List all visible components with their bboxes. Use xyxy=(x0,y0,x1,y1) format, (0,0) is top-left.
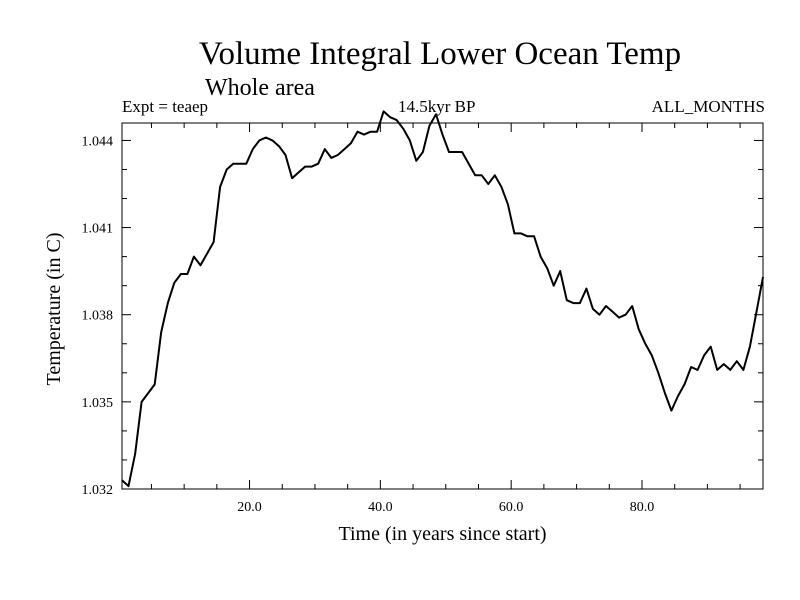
period-label: 14.5kyr BP xyxy=(398,97,476,116)
plot-frame xyxy=(121,122,764,490)
y-tick-label: 1.032 xyxy=(82,483,114,498)
months-label: ALL_MONTHS xyxy=(651,97,765,116)
data-line xyxy=(121,110,764,488)
x-tick-label: 40.0 xyxy=(368,500,393,515)
y-tick-label: 1.035 xyxy=(82,396,114,411)
y-axis-label: Temperature (in C) xyxy=(43,233,65,386)
y-tick-label: 1.041 xyxy=(82,222,114,237)
x-tick-label: 20.0 xyxy=(237,500,262,515)
y-tick-label: 1.038 xyxy=(82,309,114,324)
x-tick-label: 60.0 xyxy=(499,500,524,515)
x-tick-label: 80.0 xyxy=(630,500,655,515)
x-axis-label: Time (in years since start) xyxy=(338,523,546,545)
y-tick-label: 1.044 xyxy=(82,134,114,149)
x-tick-labels: 20.0 40.0 60.0 80.0 xyxy=(237,500,654,515)
chart-title: Volume Integral Lower Ocean Temp xyxy=(198,36,682,72)
tick-marks xyxy=(122,123,763,490)
chart-subtitle: Whole area xyxy=(205,75,315,101)
y-tick-labels: 1.032 1.035 1.038 1.041 1.044 xyxy=(82,134,114,498)
experiment-label: Expt = teaep xyxy=(122,97,209,116)
